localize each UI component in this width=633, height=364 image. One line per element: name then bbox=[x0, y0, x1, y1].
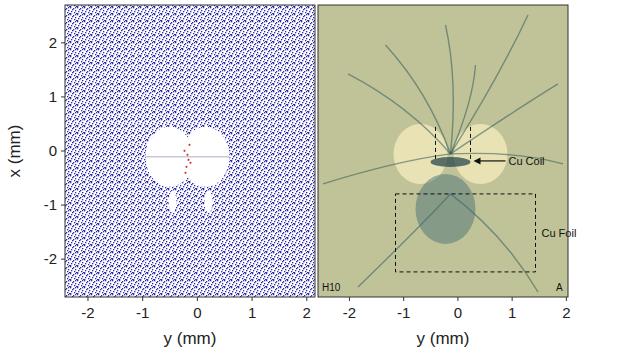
y-axis-title: x (mm) bbox=[5, 125, 24, 178]
streak bbox=[451, 65, 476, 154]
x-tick-label: 2 bbox=[562, 304, 570, 321]
x-tick-label: -2 bbox=[81, 304, 94, 321]
figure: -2 -1 0 1 2 -2 -1 0 1 2 y (mm) x (mm) Cu Coil Cu Foil… bbox=[0, 0, 633, 364]
coil-shadow bbox=[431, 157, 471, 167]
x-axis-title: y (mm) bbox=[164, 329, 217, 348]
x-tick-label: 0 bbox=[454, 304, 462, 321]
void-tail bbox=[169, 191, 177, 213]
x-tick bbox=[306, 297, 307, 301]
hot-particle bbox=[188, 144, 190, 146]
x-tick bbox=[566, 297, 567, 301]
arrow-line bbox=[478, 160, 506, 161]
plot-area bbox=[65, 5, 315, 297]
y-tick bbox=[61, 259, 65, 260]
hot-particle bbox=[186, 154, 188, 156]
x-tick-label: -2 bbox=[343, 304, 356, 321]
x-tick bbox=[512, 297, 513, 301]
radiograph bbox=[318, 5, 568, 297]
annotation: A bbox=[556, 282, 563, 293]
streak bbox=[446, 25, 454, 154]
x-axis-title: y (mm) bbox=[417, 329, 470, 348]
x-tick-label: 2 bbox=[303, 304, 311, 321]
plot-area bbox=[318, 5, 568, 297]
y-tick bbox=[61, 205, 65, 206]
annotation: H10 bbox=[322, 282, 341, 293]
coil-outline bbox=[435, 127, 436, 162]
annotation: Cu Foil bbox=[542, 227, 577, 239]
shade bbox=[318, 5, 568, 297]
x-tick bbox=[197, 297, 198, 301]
x-tick-label: 1 bbox=[508, 304, 516, 321]
y-tick-label: 2 bbox=[49, 34, 57, 51]
foil-outline bbox=[396, 194, 536, 272]
annotation: Cu Coil bbox=[509, 155, 545, 167]
x-tick-label: 1 bbox=[248, 304, 256, 321]
hot-particle bbox=[183, 150, 185, 152]
axis-line bbox=[146, 156, 230, 157]
x-tick-label: 0 bbox=[193, 304, 201, 321]
y-tick bbox=[61, 96, 65, 97]
x-tick bbox=[142, 297, 143, 301]
hot-particle bbox=[189, 162, 191, 164]
y-tick-label: 1 bbox=[49, 88, 57, 105]
streak bbox=[386, 45, 451, 154]
x-tick-label: -1 bbox=[136, 304, 149, 321]
y-tick-label: -1 bbox=[44, 196, 57, 213]
frame bbox=[65, 5, 315, 297]
x-tick bbox=[252, 297, 253, 301]
x-tick bbox=[457, 297, 458, 301]
arrow-head bbox=[474, 157, 481, 164]
y-tick-label: -2 bbox=[44, 250, 57, 267]
y-tick bbox=[61, 151, 65, 152]
streak bbox=[451, 15, 529, 154]
hot-particle bbox=[185, 166, 187, 168]
x-tick bbox=[349, 297, 350, 301]
void-tail bbox=[205, 191, 213, 213]
foil-shadow bbox=[416, 174, 476, 244]
particles bbox=[65, 5, 315, 297]
coil-outline bbox=[470, 127, 471, 162]
y-tick bbox=[61, 42, 65, 43]
hot-particle bbox=[184, 172, 186, 174]
x-tick-label: -1 bbox=[397, 304, 410, 321]
streak bbox=[451, 84, 559, 154]
frame bbox=[318, 5, 568, 297]
y-tick-label: 0 bbox=[49, 142, 57, 159]
x-tick bbox=[403, 297, 404, 301]
x-tick bbox=[87, 297, 88, 301]
hot-particle bbox=[187, 159, 189, 161]
